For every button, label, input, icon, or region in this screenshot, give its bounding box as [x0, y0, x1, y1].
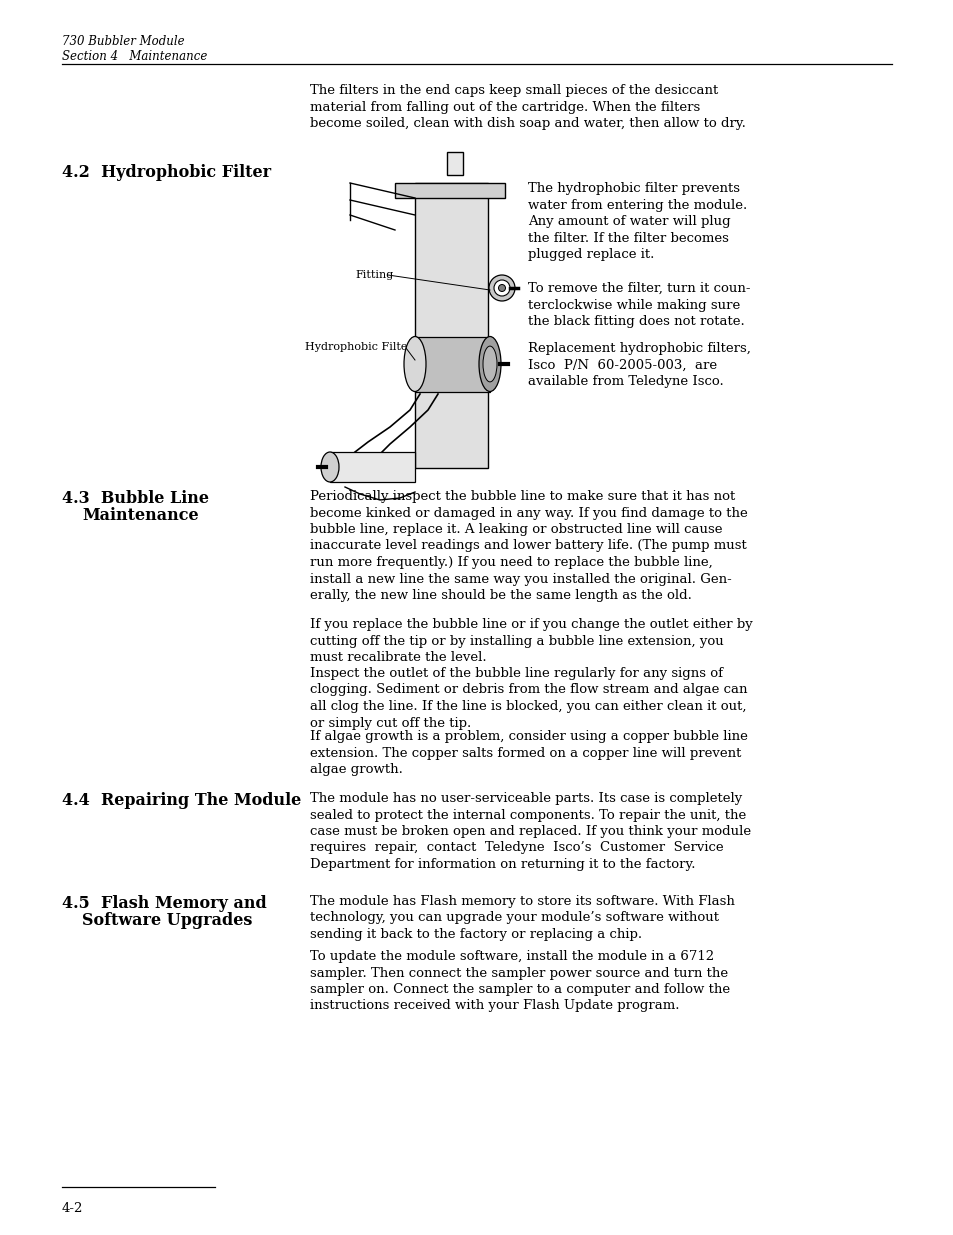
Circle shape: [494, 280, 510, 296]
Text: The module has no user-serviceable parts. Its case is completely
sealed to prote: The module has no user-serviceable parts…: [310, 792, 750, 871]
Text: 4.4  Repairing The Module: 4.4 Repairing The Module: [62, 792, 301, 809]
Text: Section 4   Maintenance: Section 4 Maintenance: [62, 49, 207, 63]
Text: If algae growth is a problem, consider using a copper bubble line
extension. The: If algae growth is a problem, consider u…: [310, 730, 747, 776]
Text: Software Upgrades: Software Upgrades: [82, 911, 253, 929]
Text: 4.2  Hydrophobic Filter: 4.2 Hydrophobic Filter: [62, 164, 271, 182]
Circle shape: [498, 284, 505, 291]
Ellipse shape: [403, 336, 426, 391]
Circle shape: [489, 275, 515, 301]
Text: 4-2: 4-2: [62, 1202, 83, 1215]
Text: 4.3  Bubble Line: 4.3 Bubble Line: [62, 490, 209, 508]
Text: Inspect the outlet of the bubble line regularly for any signs of
clogging. Sedim: Inspect the outlet of the bubble line re…: [310, 667, 747, 730]
Text: The filters in the end caps keep small pieces of the desiccant
material from fal: The filters in the end caps keep small p…: [310, 84, 745, 130]
Bar: [447, 152, 462, 175]
Text: To update the module software, install the module in a 6712
sampler. Then connec: To update the module software, install t…: [310, 950, 729, 1013]
Text: The hydrophobic filter prevents
water from entering the module.
Any amount of wa: The hydrophobic filter prevents water fr…: [527, 182, 746, 261]
Text: Replacement hydrophobic filters,
Isco  P/N  60-2005-003,  are
available from Tel: Replacement hydrophobic filters, Isco P/…: [527, 342, 750, 388]
Text: Maintenance: Maintenance: [82, 508, 198, 524]
Ellipse shape: [320, 452, 338, 482]
Text: Periodically inspect the bubble line to make sure that it has not
become kinked : Periodically inspect the bubble line to …: [310, 490, 747, 601]
Text: 4.5  Flash Memory and: 4.5 Flash Memory and: [62, 895, 267, 911]
Bar: [330, 452, 415, 482]
Text: To remove the filter, turn it coun-
terclockwise while making sure
the black fit: To remove the filter, turn it coun- terc…: [527, 282, 750, 329]
Bar: [415, 337, 490, 391]
Bar: [395, 183, 504, 198]
Text: The module has Flash memory to store its software. With Flash
technology, you ca: The module has Flash memory to store its…: [310, 895, 734, 941]
Ellipse shape: [482, 346, 497, 382]
Text: 730 Bubbler Module: 730 Bubbler Module: [62, 35, 185, 48]
Text: Fitting: Fitting: [355, 270, 393, 280]
Text: If you replace the bubble line or if you change the outlet either by
cutting off: If you replace the bubble line or if you…: [310, 618, 752, 664]
Bar: [415, 183, 488, 468]
Ellipse shape: [478, 336, 500, 391]
Text: Hydrophobic Filter: Hydrophobic Filter: [305, 342, 413, 352]
